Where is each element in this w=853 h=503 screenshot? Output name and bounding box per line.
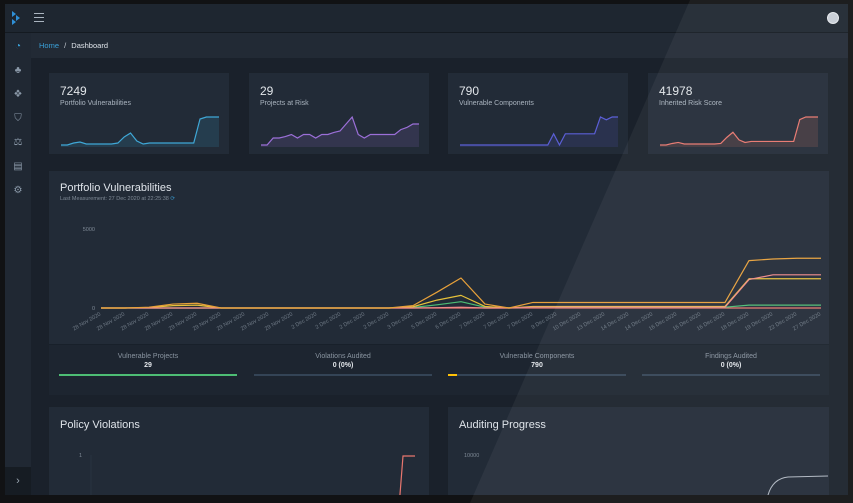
x-tick-label: 2 Dec 2020 bbox=[315, 312, 342, 331]
stat-vulnerable-components: Vulnerable Components 790 bbox=[448, 353, 626, 376]
sparkline-line bbox=[61, 116, 219, 146]
x-tick-label: 7 Dec 2020 bbox=[483, 312, 510, 331]
x-tick-label: 5 Dec 2020 bbox=[411, 312, 438, 331]
hamburger-icon[interactable] bbox=[34, 13, 44, 22]
progress-bar bbox=[59, 374, 237, 376]
breadcrumb-home-link[interactable]: Home bbox=[39, 41, 60, 50]
policy-management-icon[interactable]: ▤ bbox=[13, 161, 23, 172]
breadcrumb-current: Dashboard bbox=[71, 41, 108, 50]
stat-label: Violations Audited bbox=[315, 353, 371, 360]
kpi-label: Projects at Risk bbox=[260, 100, 309, 107]
sparkline-area bbox=[61, 117, 219, 147]
stat-label: Vulnerable Components bbox=[499, 353, 575, 360]
stat-value: 29 bbox=[144, 362, 152, 369]
progress-fill bbox=[59, 374, 237, 376]
stat-violations-audited: Violations Audited 0 (0%) bbox=[254, 353, 432, 376]
auditing-series-line bbox=[767, 475, 828, 495]
x-tick-label: 3 Dec 2020 bbox=[387, 312, 414, 331]
stat-findings-audited: Findings Audited 0 (0%) bbox=[642, 353, 820, 376]
projects-sitemap-icon[interactable]: ♣ bbox=[14, 65, 22, 76]
y-tick-label: 0 bbox=[92, 306, 95, 312]
kpi-label: Portfolio Vulnerabilities bbox=[60, 100, 131, 107]
sparkline-area bbox=[660, 117, 818, 147]
progress-bar bbox=[642, 374, 820, 376]
kpi-portfolio-vulnerabilities: 7249 Portfolio Vulnerabilities bbox=[48, 72, 230, 155]
sparkline-line bbox=[660, 116, 818, 146]
x-tick-label: 2 Dec 2020 bbox=[363, 312, 390, 331]
refresh-icon[interactable]: ⟳ bbox=[170, 196, 175, 202]
series-line bbox=[101, 257, 821, 309]
stat-vulnerable-projects: Vulnerable Projects 29 bbox=[59, 353, 237, 376]
app-window: ◔ ♣ ❖ ⛉ ⚖ ▤ ⚙ › Home / Dashboard 7249 Po… bbox=[5, 4, 848, 495]
progress-bar bbox=[254, 374, 432, 376]
sparkline-area bbox=[460, 117, 618, 147]
sparkline-line bbox=[261, 115, 419, 146]
policy-violations-card: Policy Violations 1 bbox=[48, 406, 430, 495]
x-tick-label: 6 Dec 2020 bbox=[435, 312, 462, 331]
kpi-label: Inherited Risk Score bbox=[659, 100, 723, 107]
sparkline bbox=[261, 115, 419, 147]
portfolio-title: Portfolio Vulnerabilities bbox=[60, 182, 172, 194]
progress-bar bbox=[448, 374, 626, 376]
x-tick-label: 7 Dec 2020 bbox=[459, 312, 486, 331]
sidebar: ◔ ♣ ❖ ⛉ ⚖ ▤ ⚙ › bbox=[5, 33, 31, 495]
dependency-track-logo[interactable] bbox=[11, 10, 23, 26]
sparkline bbox=[660, 116, 818, 147]
breadcrumb: Home / Dashboard bbox=[31, 33, 848, 58]
auditing-ytick: 10000 bbox=[464, 453, 480, 459]
x-tick-label: 2 Dec 2020 bbox=[291, 312, 318, 331]
policy-violations-chart bbox=[90, 455, 415, 495]
dashboard-gauge-icon[interactable]: ◔ bbox=[14, 41, 22, 52]
policy-ytick: 1 bbox=[79, 453, 83, 459]
kpi-value: 7249 bbox=[60, 84, 87, 98]
stat-value: 0 (0%) bbox=[332, 362, 354, 369]
breadcrumb-separator: / bbox=[64, 41, 67, 50]
progress-fill bbox=[448, 374, 457, 376]
kpi-value: 41978 bbox=[659, 84, 693, 98]
auditing-title: Auditing Progress bbox=[459, 419, 546, 431]
kpi-label: Vulnerable Components bbox=[459, 100, 534, 107]
x-tick-label: 2 Dec 2020 bbox=[339, 312, 366, 331]
sparkline bbox=[460, 116, 618, 147]
kpi-value: 29 bbox=[260, 84, 274, 98]
auditing-progress-chart bbox=[767, 475, 828, 495]
kpi-vulnerable-components: 790 Vulnerable Components bbox=[447, 72, 629, 155]
sidebar-toggle-chevron-right-icon[interactable]: › bbox=[5, 467, 31, 495]
user-avatar-icon[interactable] bbox=[827, 12, 839, 24]
kpi-inherited-risk-score: 41978 Inherited Risk Score bbox=[647, 72, 829, 155]
stat-label: Findings Audited bbox=[705, 353, 757, 360]
sparkline-line bbox=[460, 116, 618, 147]
last-measurement: Last Measurement: 27 Dec 2020 at 22:25:3… bbox=[60, 196, 175, 202]
vulnerabilities-shield-icon[interactable]: ⛉ bbox=[14, 113, 22, 124]
kpi-projects-at-risk: 29 Projects at Risk bbox=[248, 72, 430, 155]
sparkline bbox=[61, 116, 219, 147]
stat-value: 790 bbox=[531, 362, 543, 369]
policy-series-line bbox=[399, 455, 415, 495]
licenses-balance-icon[interactable]: ⚖ bbox=[13, 137, 23, 148]
admin-cogs-icon[interactable]: ⚙ bbox=[13, 185, 23, 196]
auditing-progress-card: Auditing Progress 10000 bbox=[447, 406, 830, 495]
stat-value: 0 (0%) bbox=[720, 362, 742, 369]
components-cubes-icon[interactable]: ❖ bbox=[13, 89, 23, 100]
policy-title: Policy Violations bbox=[60, 419, 140, 431]
portfolio-vulnerabilities-card: Portfolio Vulnerabilities Last Measureme… bbox=[48, 170, 830, 395]
last-measurement-text: Last Measurement: 27 Dec 2020 at 22:25:3… bbox=[60, 196, 169, 202]
y-tick-label: 5000 bbox=[83, 227, 95, 233]
portfolio-stats-footer: Vulnerable Projects 29 Violations Audited… bbox=[49, 344, 829, 395]
top-header bbox=[5, 4, 848, 33]
x-tick-label: 7 Dec 2020 bbox=[507, 312, 534, 331]
series-line bbox=[101, 278, 821, 309]
stat-label: Vulnerable Projects bbox=[117, 353, 179, 360]
sparkline-area bbox=[261, 117, 419, 147]
kpi-value: 790 bbox=[459, 84, 480, 98]
